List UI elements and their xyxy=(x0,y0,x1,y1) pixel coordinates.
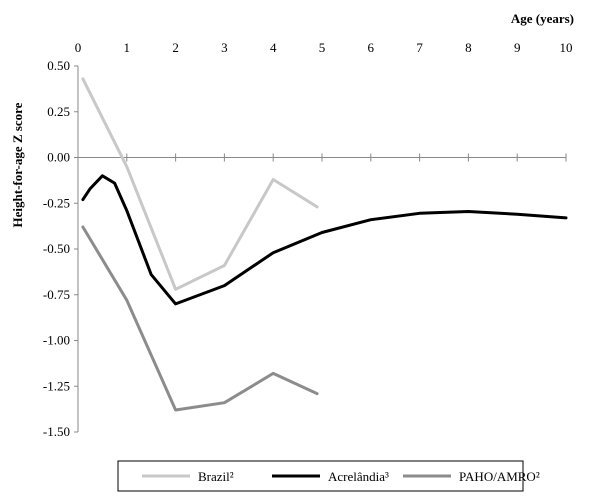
legend-label-1: Acrelândia³ xyxy=(328,469,389,484)
x-tick-label: 10 xyxy=(560,40,573,55)
legend-label-2: PAHO/AMRO² xyxy=(459,469,540,484)
x-tick-label: 4 xyxy=(270,40,277,55)
y-tick-label: -1.50 xyxy=(43,424,70,439)
x-tick-label: 8 xyxy=(465,40,472,55)
y-tick-label: 0.00 xyxy=(47,150,70,165)
x-tick-label: 7 xyxy=(416,40,423,55)
series-line-2 xyxy=(81,225,319,412)
x-tick-label: 3 xyxy=(221,40,228,55)
legend: Brazil² Acrelândia³ PAHO/AMRO² xyxy=(117,460,540,492)
y-tick-label: 0.25 xyxy=(47,104,70,119)
y-tick-label: -0.25 xyxy=(43,195,70,210)
legend-label-0: Brazil² xyxy=(198,469,234,484)
y-tick-label: -0.50 xyxy=(43,241,70,256)
series-line-0 xyxy=(81,77,319,291)
axes: 0 1 2 3 4 5 6 7 8 9 10 0.50 0.25 0.00 -0.25 -0.50 -0.75 -… xyxy=(43,40,573,439)
y-tick-label: -1.00 xyxy=(43,333,70,348)
x-tick-label: 1 xyxy=(124,40,131,55)
series-line-1 xyxy=(81,174,568,306)
y-axis-title: Height-for-age Z score xyxy=(10,102,25,227)
x-tick-label: 5 xyxy=(319,40,326,55)
series-lines xyxy=(81,77,568,412)
x-tick-label: 2 xyxy=(172,40,179,55)
x-tick-label: 0 xyxy=(75,40,82,55)
x-tick-label: 9 xyxy=(514,40,521,55)
x-axis-title: Age (years) xyxy=(511,11,574,26)
y-tick-label: -1.25 xyxy=(43,378,70,393)
y-tick-label: -0.75 xyxy=(43,287,70,302)
y-tick-label: 0.50 xyxy=(47,58,70,73)
x-tick-label: 6 xyxy=(368,40,375,55)
